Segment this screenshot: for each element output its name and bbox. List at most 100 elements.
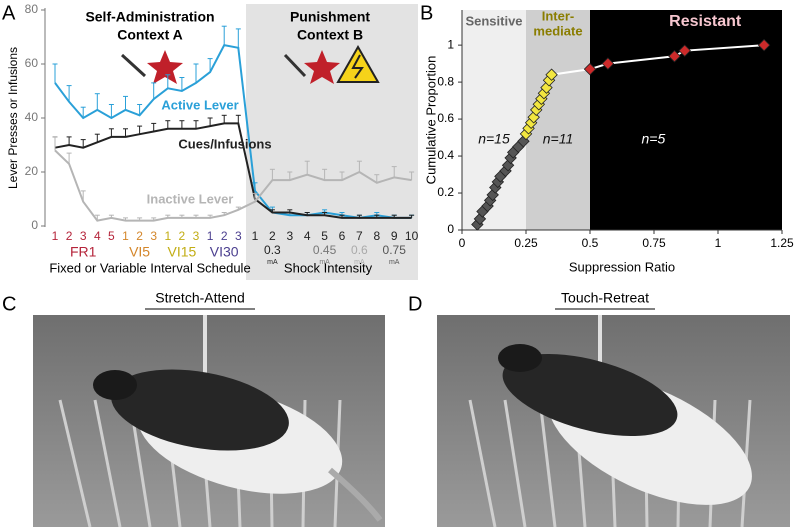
rat-head — [93, 370, 137, 400]
point — [545, 68, 558, 81]
y-tick-label: 1 — [447, 37, 454, 51]
photo-d: Touch-Retreat — [437, 290, 790, 527]
y-tick-label: 80 — [25, 2, 39, 16]
n-label: n=5 — [641, 131, 665, 147]
x-tick-label: 2 — [221, 229, 228, 243]
series-label: Inactive Lever — [147, 191, 234, 206]
point — [668, 49, 681, 63]
x-tick-label: 3 — [286, 229, 293, 243]
bolt-icon — [351, 54, 364, 79]
context-b-shade — [246, 4, 418, 280]
n-label: n=11 — [543, 131, 574, 147]
photo-c: Stretch-Attend — [33, 290, 385, 527]
x-axis-label: Shock Intensity — [284, 260, 373, 275]
rat-back — [111, 369, 289, 451]
x-tick-label: 0.25 — [514, 236, 538, 250]
point — [601, 57, 615, 70]
rat-tail — [328, 467, 383, 522]
series-line — [54, 43, 412, 219]
x-tick-label: 0.75 — [642, 236, 666, 250]
schedule-label: VI30 — [210, 244, 239, 260]
x-axis-label: Suppression Ratio — [569, 259, 675, 274]
x-tick-label: 1 — [164, 229, 171, 243]
shock-unit: mA — [267, 259, 278, 266]
x-tick-label: 4 — [94, 229, 101, 243]
schedule-label: VI5 — [129, 244, 150, 260]
y-tick-label: 0.8 — [437, 74, 454, 88]
x-tick-label: 2 — [136, 229, 143, 243]
point — [583, 62, 597, 76]
region-label: Resistant — [669, 13, 742, 30]
context-title: Punishment — [290, 9, 370, 25]
point — [678, 44, 691, 57]
photo-title: Stretch-Attend — [155, 290, 245, 306]
shock-icon — [336, 44, 380, 83]
rat-back — [502, 353, 678, 437]
x-tick-label: 3 — [235, 229, 242, 243]
shock-unit: mA — [389, 259, 400, 266]
x-tick-label: 8 — [373, 229, 380, 243]
series-line — [54, 149, 412, 222]
x-tick-label: 1 — [52, 229, 59, 243]
y-tick-label: 60 — [25, 56, 39, 70]
x-tick-label: 1.25 — [770, 236, 794, 250]
y-tick-label: 40 — [25, 110, 39, 124]
region-label: mediate — [533, 23, 582, 38]
panel-a: Self-Administration Context A Punishment Co… — [6, 2, 419, 280]
x-tick-label: 0 — [459, 236, 466, 250]
schedule-label: VI15 — [167, 244, 196, 260]
context-title: Context B — [297, 27, 363, 43]
star-icon — [304, 50, 340, 84]
x-tick-label: 1 — [122, 229, 129, 243]
x-tick-label: 4 — [304, 229, 311, 243]
x-tick-label: 1 — [252, 229, 259, 243]
y-tick-label: 0.2 — [437, 185, 454, 199]
shock-label: 0.6 — [351, 243, 368, 257]
shock-label: 0.75 — [383, 243, 407, 257]
shock-label: 0.3 — [264, 243, 281, 257]
region — [590, 10, 782, 230]
x-tick-label: 3 — [150, 229, 157, 243]
syringe-icon — [283, 53, 307, 78]
x-tick-label: 1 — [207, 229, 214, 243]
series-label: Active Lever — [161, 97, 238, 112]
y-axis-label: Lever Presses or Infusions — [6, 47, 20, 189]
point — [757, 38, 771, 52]
series-label: Cues/Infusions — [178, 136, 271, 151]
shock-unit: mA — [354, 259, 365, 266]
y-axis-label: Cumulative Proportion — [423, 56, 438, 185]
x-tick-label: 7 — [356, 229, 363, 243]
context-title: Context A — [117, 27, 183, 43]
region-label: Inter- — [542, 8, 575, 23]
panel-letter: D — [408, 293, 422, 315]
x-tick-label: 3 — [80, 229, 87, 243]
y-tick-label: 20 — [25, 164, 39, 178]
x-tick-label: 2 — [269, 229, 276, 243]
schedule-label: FR1 — [70, 244, 97, 260]
panel-letter: A — [2, 2, 16, 24]
photo-title: Touch-Retreat — [561, 290, 649, 306]
x-tick-label: 10 — [405, 229, 419, 243]
x-tick-label: 3 — [193, 229, 200, 243]
series-line — [54, 122, 412, 219]
y-tick-label: 0.4 — [437, 148, 454, 162]
syringe-icon — [120, 53, 147, 78]
rat-head — [498, 344, 542, 372]
x-tick-label: 5 — [321, 229, 328, 243]
star-icon — [147, 50, 183, 84]
x-tick-label: 1 — [715, 236, 722, 250]
x-tick-label: 0.5 — [582, 236, 599, 250]
x-tick-label: 2 — [179, 229, 186, 243]
panel-letter: B — [420, 2, 433, 24]
x-axis-label: Fixed or Variable Interval Schedule — [49, 260, 250, 275]
region-label: Sensitive — [465, 13, 522, 28]
y-tick-label: 0 — [31, 218, 38, 232]
x-tick-label: 5 — [108, 229, 115, 243]
y-tick-label: 0 — [447, 222, 454, 236]
x-tick-label: 9 — [391, 229, 398, 243]
x-tick-label: 6 — [339, 229, 346, 243]
shock-label: 0.45 — [313, 243, 337, 257]
shock-unit: mA — [319, 259, 330, 266]
